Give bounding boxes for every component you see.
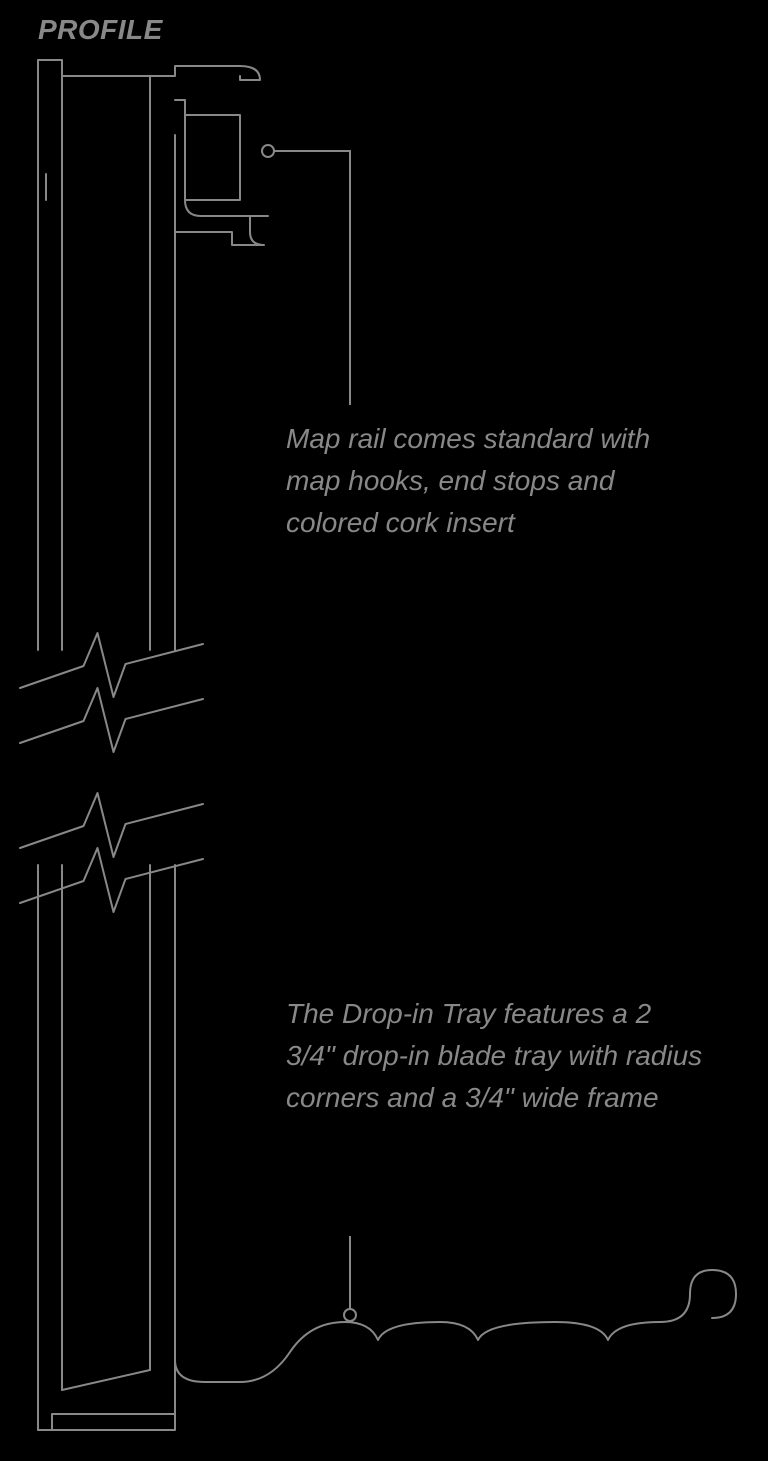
diagram-page: PROFILE Map rail comes standard with map… [0, 0, 768, 1461]
profile-drawing [0, 0, 768, 1461]
annotation-drop-in-tray: The Drop-in Tray features a 2 3/4" drop-… [286, 993, 706, 1119]
annotation-map-rail: Map rail comes standard with map hooks, … [286, 418, 706, 544]
